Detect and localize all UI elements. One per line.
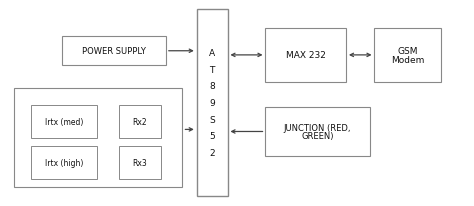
Text: POWER SUPPLY: POWER SUPPLY [82, 47, 146, 56]
FancyBboxPatch shape [31, 105, 97, 138]
Text: Irtx (med): Irtx (med) [45, 117, 83, 126]
FancyBboxPatch shape [118, 146, 161, 179]
FancyBboxPatch shape [118, 105, 161, 138]
FancyBboxPatch shape [14, 89, 182, 187]
Text: MAX 232: MAX 232 [286, 51, 326, 60]
Text: A
 
T
 
8
 
9
 
S
 
5
 
2: A T 8 9 S 5 2 [209, 49, 215, 157]
FancyBboxPatch shape [62, 37, 166, 66]
Text: JUNCTION (RED,
GREEN): JUNCTION (RED, GREEN) [284, 123, 351, 140]
Text: GSM
Modem: GSM Modem [391, 47, 424, 64]
Text: Rx2: Rx2 [133, 117, 147, 126]
FancyBboxPatch shape [265, 107, 370, 157]
FancyBboxPatch shape [374, 29, 441, 82]
FancyBboxPatch shape [265, 29, 346, 82]
FancyBboxPatch shape [197, 10, 228, 196]
FancyBboxPatch shape [31, 146, 97, 179]
Text: Rx3: Rx3 [132, 158, 147, 167]
Text: Irtx (high): Irtx (high) [45, 158, 83, 167]
